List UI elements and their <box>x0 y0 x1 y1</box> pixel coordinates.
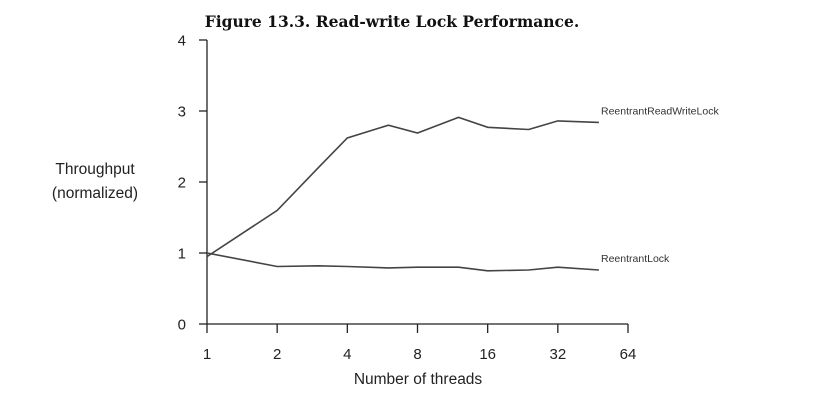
y-tick-label: 2 <box>178 175 186 192</box>
y-axis-title-line-1: Throughput <box>55 161 135 178</box>
series-line-reentrantlock <box>206 252 599 272</box>
x-tick-label: 2 <box>273 346 281 363</box>
series-lines <box>206 116 599 272</box>
y-axis-title-line-2: (normalized) <box>52 185 138 202</box>
x-axis-title: Number of threads <box>354 371 483 388</box>
x-tick-label: 16 <box>479 346 496 363</box>
series-label-reentrantreadwritelock: ReentrantReadWriteLock <box>601 105 719 117</box>
series-line-reentrantreadwritelock <box>206 116 599 258</box>
x-axis-ticks: 1 2 4 8 16 32 64 <box>203 324 637 363</box>
series-label-reentrantlock: ReentrantLock <box>601 253 670 265</box>
y-axis-ticks: 0 1 2 3 4 <box>178 33 207 334</box>
y-tick-label: 0 <box>178 317 186 334</box>
x-tick-label: 8 <box>413 346 421 363</box>
x-tick-label: 32 <box>549 346 566 363</box>
y-tick-label: 1 <box>178 246 186 263</box>
y-tick-label: 4 <box>178 33 186 50</box>
chart-title: Figure 13.3. Read-write Lock Performance… <box>205 12 580 31</box>
series-labels: ReentrantReadWriteLock ReentrantLock <box>601 105 719 265</box>
y-tick-label: 3 <box>178 104 186 121</box>
y-axis-title: Throughput (normalized) <box>52 161 138 202</box>
x-tick-label: 64 <box>620 346 637 363</box>
x-tick-label: 1 <box>203 346 211 363</box>
x-tick-label: 4 <box>343 346 351 363</box>
